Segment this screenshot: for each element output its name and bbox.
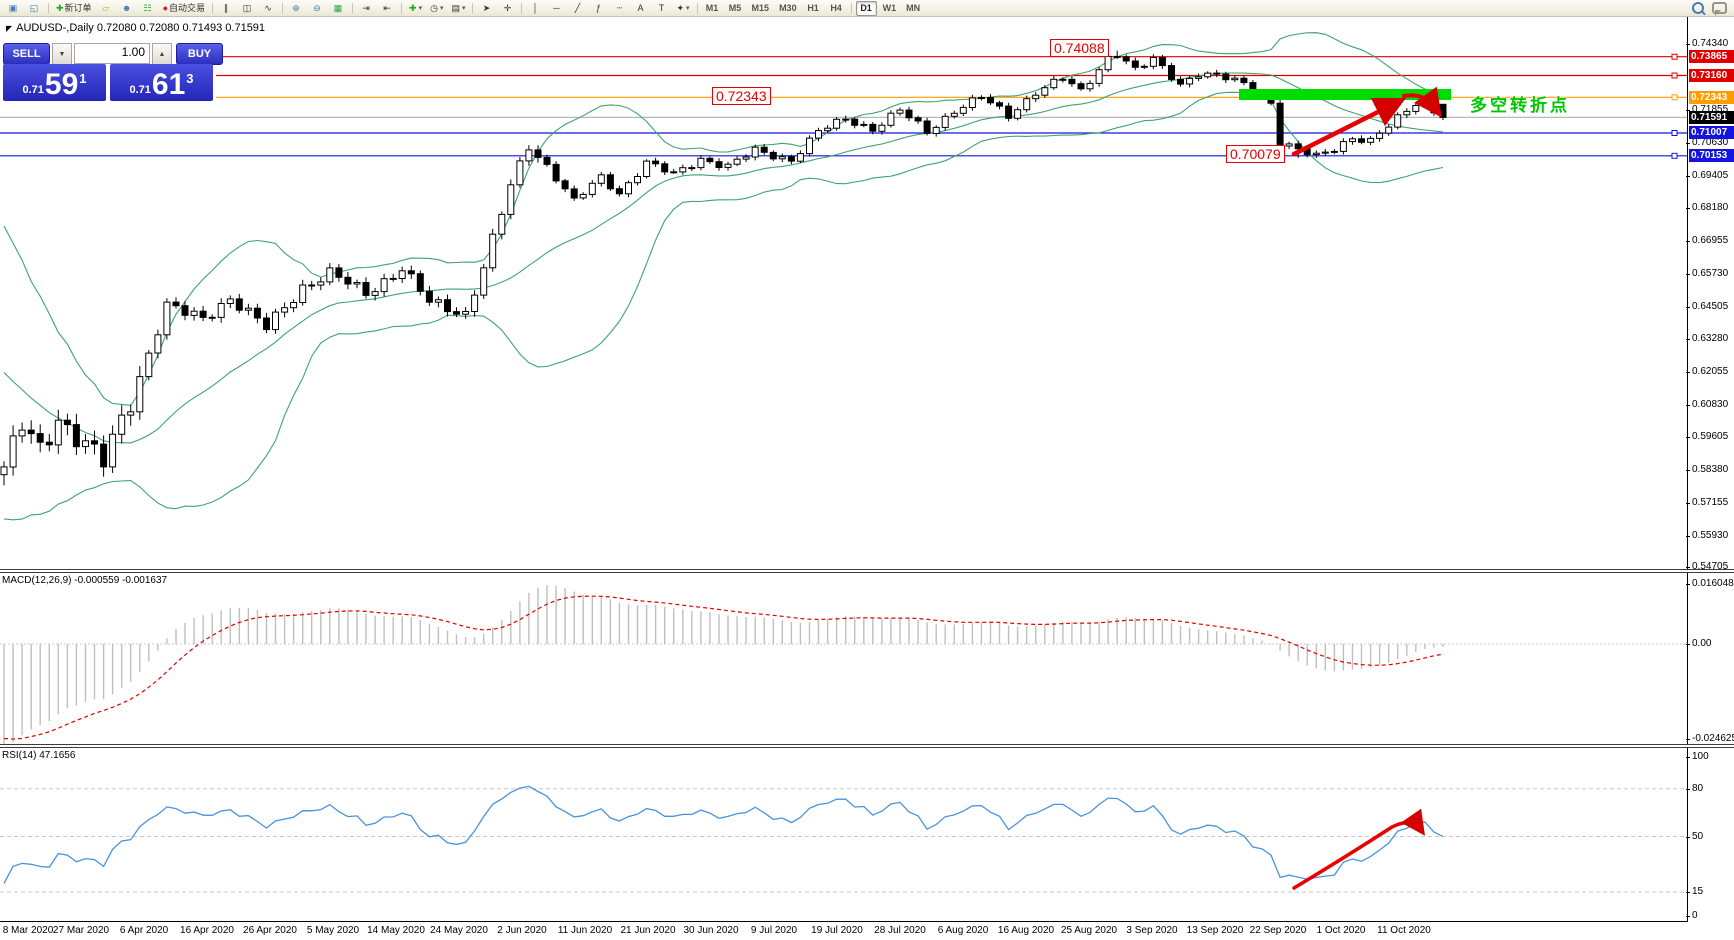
rsi-arrow — [1292, 808, 1425, 890]
eraser-icon[interactable]: ▱ — [102, 2, 110, 13]
sell-button[interactable]: SELL — [3, 43, 50, 65]
label-icon[interactable]: T — [658, 2, 665, 13]
shapes-icon[interactable]: ✦ ▾ — [676, 2, 690, 13]
toolbar-separator — [696, 2, 698, 14]
bid-price-pip: 1 — [79, 71, 87, 86]
timeframe-m30[interactable]: M30 — [779, 2, 797, 13]
annotation-price-label[interactable]: 0.74088 — [1050, 39, 1109, 57]
date-axis-frame — [0, 921, 1688, 922]
volume-increase-button[interactable]: ▲ — [152, 43, 172, 65]
ask-price-prefix: 0.71 — [129, 84, 151, 96]
profile-icon[interactable]: ☻ — [121, 2, 132, 13]
toolbar-right — [1692, 2, 1731, 16]
symbol-ohlc-text: AUDUSD-,Daily 0.72080 0.72080 0.71493 0.… — [16, 22, 266, 34]
timeframe-h1[interactable]: H1 — [807, 2, 819, 13]
bid-price[interactable]: 0.71 59 1 — [3, 64, 106, 101]
line-chart-icon[interactable]: ∿ — [264, 2, 272, 13]
toolbar-separator — [48, 2, 49, 14]
chart-window-icon[interactable]: ▣ — [8, 2, 18, 13]
cursor-icon[interactable]: ➤ — [482, 2, 491, 13]
main-chart-group — [0, 32, 1687, 521]
chat-icon[interactable] — [1712, 2, 1727, 16]
toolbar-separator — [472, 2, 474, 14]
green-zone — [1239, 89, 1451, 100]
buy-button[interactable]: BUY — [176, 43, 223, 65]
candlestick-icon[interactable]: ◫ — [242, 2, 252, 13]
bid-price-prefix: 0.71 — [22, 84, 44, 96]
panel-separator-macd[interactable] — [0, 569, 1734, 573]
vline-icon[interactable]: │ — [532, 2, 539, 13]
macd-label: MACD(12,26,9) -0.000559 -0.001637 — [2, 575, 168, 586]
macd-values: -0.000559 -0.001637 — [74, 575, 168, 586]
ask-price[interactable]: 0.71 61 3 — [110, 64, 213, 101]
chart-shift-icon[interactable]: ⇤ — [383, 2, 391, 13]
toolbar-separator — [850, 2, 852, 14]
bid-price-big: 59 — [44, 68, 79, 101]
new-order-button[interactable]: ✚ 新订单 — [56, 2, 92, 13]
annotation-price-label[interactable]: 0.70079 — [1226, 145, 1285, 163]
toolbar-separator — [521, 2, 523, 14]
macd-group — [0, 585, 1687, 744]
zoom-out-icon[interactable]: ⊖ — [313, 2, 321, 13]
toolbar-separator — [212, 2, 214, 14]
signal-icon[interactable]: ☷ — [143, 2, 152, 13]
timeframe-m5[interactable]: M5 — [728, 2, 742, 13]
autotrade-button[interactable]: ● 自动交易 — [162, 2, 206, 13]
auto-scroll-icon[interactable]: ⇥ — [362, 2, 370, 13]
toolbar-separator — [282, 2, 284, 14]
ask-price-big: 61 — [151, 68, 186, 101]
expander-icon[interactable]: ◤ — [6, 24, 13, 33]
annotation-price-label[interactable]: 0.72343 — [712, 87, 771, 105]
toolbar: ▣ ◱ ✚ 新订单 ▱ ☻ ☷ ● 自动交易 ∥ ◫ ∿ ⊕ ⊖ ▦ ⇥ ⇤ ✚ ▾ ◷ ▾ ▤ ▾ ➤ ✛ │ ─ ╱ ƒ ┄ A T ✦ ▾ M… — [0, 0, 1734, 17]
symbol-info: ◤ AUDUSD-,Daily 0.72080 0.72080 0.71493 0… — [6, 22, 265, 34]
tile-windows-icon[interactable]: ▦ — [333, 2, 343, 13]
templates-icon[interactable]: ▤ ▾ — [451, 2, 466, 13]
zoom-in-icon[interactable]: ⊕ — [292, 2, 300, 13]
periods-icon[interactable]: ◷ ▾ — [430, 2, 444, 13]
rsi-value: 47.1656 — [39, 750, 76, 761]
fibonacci-icon[interactable]: ƒ — [595, 2, 601, 13]
crosshair-icon[interactable]: ✛ — [503, 2, 512, 13]
timeframe-h4[interactable]: H4 — [830, 2, 842, 13]
trendline-icon[interactable]: ╱ — [574, 2, 581, 13]
panel-separator-rsi[interactable] — [0, 744, 1734, 748]
toolbar-items: ▣ ◱ ✚ 新订单 ▱ ☻ ☷ ● 自动交易 ∥ ◫ ∿ ⊕ ⊖ ▦ ⇥ ⇤ ✚ ▾ ◷ ▾ ▤ ▾ ➤ ✛ │ ─ ╱ ƒ ┄ A T ✦ ▾ M… — [3, 0, 1692, 16]
volume-input[interactable]: 1.00 — [74, 43, 150, 64]
timeframe-d1[interactable]: D1 — [855, 0, 877, 16]
price-axis-line — [1687, 16, 1688, 921]
ask-price-pip: 3 — [186, 71, 194, 86]
indicators-icon[interactable]: ✚ ▾ — [409, 2, 423, 13]
search-icon[interactable] — [1692, 2, 1704, 14]
chart-preview-icon[interactable]: ◱ — [29, 2, 39, 13]
timeframe-w1[interactable]: W1 — [882, 2, 897, 13]
volume-decrease-button[interactable]: ▼ — [52, 43, 72, 65]
timeframe-mn[interactable]: MN — [906, 2, 921, 13]
rsi-group — [0, 785, 1687, 893]
timeframe-m1[interactable]: M1 — [705, 2, 719, 13]
cn-annotation[interactable]: 多空转折点 — [1470, 96, 1570, 115]
hline-icon[interactable]: ─ — [553, 2, 560, 13]
one-click-widget: SELL ▼ 1.00 ▲ BUY 0.71 59 1 0.71 61 3 — [0, 39, 223, 101]
grid-icon[interactable]: ┄ — [616, 2, 623, 13]
timeframe-m15[interactable]: M15 — [751, 2, 770, 13]
bar-chart-icon[interactable]: ∥ — [223, 2, 229, 13]
trend-arrow — [1291, 97, 1407, 157]
rsi-label: RSI(14) 47.1656 — [2, 750, 76, 761]
text-icon[interactable]: A — [637, 2, 644, 13]
trend-arrow — [1402, 86, 1442, 118]
one-click-row: SELL ▼ 1.00 ▲ BUY — [3, 43, 223, 65]
toolbar-separator — [352, 2, 354, 14]
toolbar-separator — [401, 2, 403, 14]
